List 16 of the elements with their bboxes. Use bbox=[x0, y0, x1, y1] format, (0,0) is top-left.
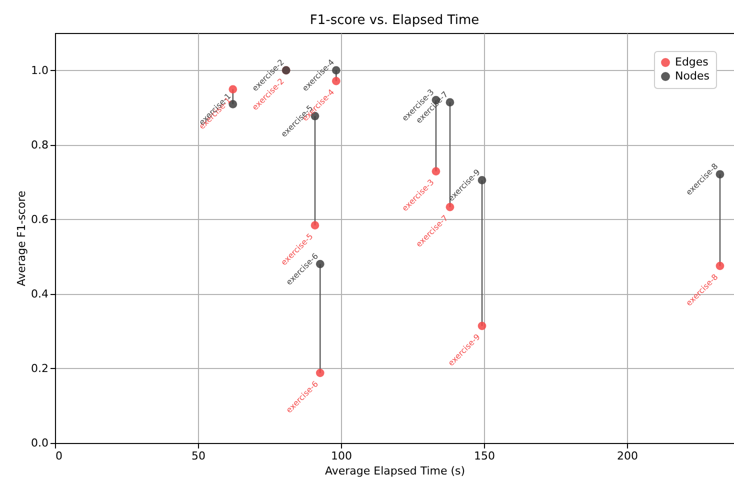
y-tick-label: 1.0 bbox=[31, 64, 48, 77]
y-tick-label: 0.6 bbox=[31, 212, 48, 226]
y-axis-title: Average F1-score bbox=[15, 190, 28, 286]
y-tick-label: 0.4 bbox=[31, 287, 48, 300]
y-tick-label: 0.8 bbox=[31, 138, 48, 152]
y-tick-label: 0.0 bbox=[31, 436, 48, 450]
x-axis-title: Average Elapsed Time (s) bbox=[324, 464, 466, 478]
chart-title: F1-score vs. Elapsed Time bbox=[310, 13, 480, 28]
x-tick-label: 150 bbox=[474, 450, 496, 462]
x-tick-label: 0 bbox=[56, 450, 62, 462]
y-tick-label: 0.2 bbox=[31, 362, 48, 375]
legend-label: Edges bbox=[675, 56, 709, 68]
legend-label: Nodes bbox=[675, 70, 710, 82]
x-tick-label: 50 bbox=[192, 450, 206, 462]
x-tick-label: 200 bbox=[617, 450, 638, 462]
x-tick-label: 100 bbox=[331, 450, 352, 462]
